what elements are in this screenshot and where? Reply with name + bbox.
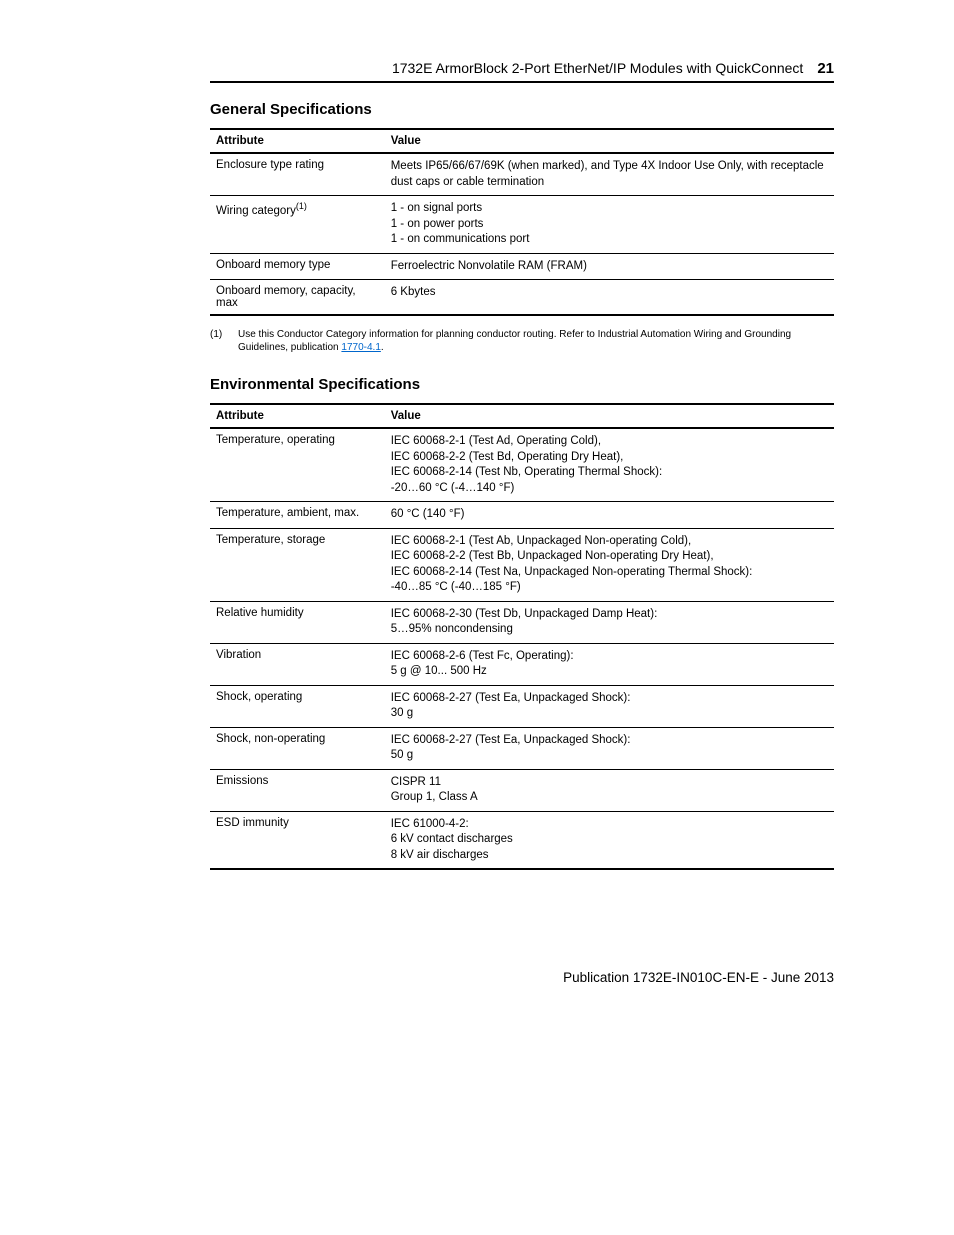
value-line: 6 kV contact discharges: [391, 832, 828, 848]
value-cell: 60 °C (140 °F): [385, 502, 834, 529]
table-row: Temperature, ambient, max. 60 °C (140 °F…: [210, 502, 834, 529]
table-row: Temperature, storage IEC 60068-2-1 (Test…: [210, 528, 834, 601]
footnote-text: Use this Conductor Category information …: [238, 328, 834, 354]
value-line: IEC 60068-2-30 (Test Db, Unpackaged Damp…: [391, 607, 828, 623]
col-header-attribute: Attribute: [210, 404, 385, 428]
value-cell: IEC 61000-4-2: 6 kV contact discharges 8…: [385, 811, 834, 869]
value-line: Meets IP65/66/67/69K (when marked), and …: [391, 159, 828, 190]
value-line: -40…85 °C (-40…185 °F): [391, 580, 828, 596]
table-row: Onboard memory, capacity, max 6 Kbytes: [210, 280, 834, 316]
section-title-general: General Specifications: [210, 101, 834, 118]
table-row: Enclosure type rating Meets IP65/66/67/6…: [210, 153, 834, 196]
table-row: Shock, non-operating IEC 60068-2-27 (Tes…: [210, 727, 834, 769]
value-line: Ferroelectric Nonvolatile RAM (FRAM): [391, 259, 828, 275]
value-cell: IEC 60068-2-27 (Test Ea, Unpackaged Shoc…: [385, 727, 834, 769]
table-header-row: Attribute Value: [210, 404, 834, 428]
value-cell: IEC 60068-2-1 (Test Ab, Unpackaged Non-o…: [385, 528, 834, 601]
header-title: 1732E ArmorBlock 2-Port EtherNet/IP Modu…: [392, 60, 803, 76]
general-spec-table: Attribute Value Enclosure type rating Me…: [210, 128, 834, 316]
footnote-marker-sup: (1): [296, 201, 307, 211]
value-line: IEC 60068-2-1 (Test Ad, Operating Cold),: [391, 434, 828, 450]
footnote-text-before: Use this Conductor Category information …: [238, 329, 791, 353]
table-row: Emissions CISPR 11 Group 1, Class A: [210, 769, 834, 811]
value-line: IEC 60068-2-2 (Test Bb, Unpackaged Non-o…: [391, 549, 828, 565]
value-line: 8 kV air discharges: [391, 848, 828, 864]
value-cell: IEC 60068-2-6 (Test Fc, Operating): 5 g …: [385, 643, 834, 685]
col-header-attribute: Attribute: [210, 129, 385, 153]
col-header-value: Value: [385, 404, 834, 428]
value-line: IEC 61000-4-2:: [391, 817, 828, 833]
environmental-spec-table: Attribute Value Temperature, operating I…: [210, 403, 834, 870]
value-line: 1 - on communications port: [391, 232, 828, 248]
table-row: Onboard memory type Ferroelectric Nonvol…: [210, 253, 834, 280]
value-cell: Meets IP65/66/67/69K (when marked), and …: [385, 153, 834, 196]
value-cell: 1 - on signal ports 1 - on power ports 1…: [385, 196, 834, 254]
attr-cell: Temperature, ambient, max.: [210, 502, 385, 529]
table-row: Shock, operating IEC 60068-2-27 (Test Ea…: [210, 685, 834, 727]
attr-cell: Onboard memory type: [210, 253, 385, 280]
value-cell: 6 Kbytes: [385, 280, 834, 316]
value-cell: Ferroelectric Nonvolatile RAM (FRAM): [385, 253, 834, 280]
value-line: 1 - on signal ports: [391, 201, 828, 217]
value-line: IEC 60068-2-14 (Test Na, Unpackaged Non-…: [391, 565, 828, 581]
attr-text: Enclosure type rating: [216, 159, 324, 171]
attr-cell: Shock, operating: [210, 685, 385, 727]
attr-cell: Temperature, operating: [210, 428, 385, 502]
footnote-text-after: .: [381, 342, 384, 353]
table-header-row: Attribute Value: [210, 129, 834, 153]
value-cell: CISPR 11 Group 1, Class A: [385, 769, 834, 811]
value-line: IEC 60068-2-14 (Test Nb, Operating Therm…: [391, 465, 828, 481]
attr-cell: Vibration: [210, 643, 385, 685]
value-line: CISPR 11: [391, 775, 828, 791]
value-line: 5…95% noncondensing: [391, 622, 828, 638]
table-row: Vibration IEC 60068-2-6 (Test Fc, Operat…: [210, 643, 834, 685]
value-line: 5 g @ 10... 500 Hz: [391, 664, 828, 680]
value-line: Group 1, Class A: [391, 790, 828, 806]
value-line: -20…60 °C (-4…140 °F): [391, 481, 828, 497]
value-line: IEC 60068-2-6 (Test Fc, Operating):: [391, 649, 828, 665]
table-row: Wiring category(1) 1 - on signal ports 1…: [210, 196, 834, 254]
table-row: Relative humidity IEC 60068-2-30 (Test D…: [210, 601, 834, 643]
footnote-marker: (1): [210, 328, 238, 354]
value-cell: IEC 60068-2-30 (Test Db, Unpackaged Damp…: [385, 601, 834, 643]
value-line: 50 g: [391, 748, 828, 764]
value-line: 30 g: [391, 706, 828, 722]
footnote: (1) Use this Conductor Category informat…: [210, 328, 834, 354]
value-line: IEC 60068-2-1 (Test Ab, Unpackaged Non-o…: [391, 534, 828, 550]
value-cell: IEC 60068-2-1 (Test Ad, Operating Cold),…: [385, 428, 834, 502]
publication-line: Publication 1732E-IN010C-EN-E - June 201…: [210, 970, 834, 985]
table-row: Temperature, operating IEC 60068-2-1 (Te…: [210, 428, 834, 502]
value-line: 60 °C (140 °F): [391, 507, 828, 523]
document-page: 1732E ArmorBlock 2-Port EtherNet/IP Modu…: [0, 0, 954, 1025]
attr-cell: Wiring category(1): [210, 196, 385, 254]
attr-cell: Emissions: [210, 769, 385, 811]
footnote-link[interactable]: 1770-4.1: [341, 342, 380, 353]
attr-cell: Relative humidity: [210, 601, 385, 643]
value-cell: IEC 60068-2-27 (Test Ea, Unpackaged Shoc…: [385, 685, 834, 727]
value-line: IEC 60068-2-27 (Test Ea, Unpackaged Shoc…: [391, 691, 828, 707]
attr-cell: Temperature, storage: [210, 528, 385, 601]
value-line: 1 - on power ports: [391, 217, 828, 233]
value-line: IEC 60068-2-27 (Test Ea, Unpackaged Shoc…: [391, 733, 828, 749]
page-number: 21: [817, 60, 834, 77]
attr-cell: Enclosure type rating: [210, 153, 385, 196]
page-header: 1732E ArmorBlock 2-Port EtherNet/IP Modu…: [210, 60, 834, 83]
attr-cell: ESD immunity: [210, 811, 385, 869]
table-row: ESD immunity IEC 61000-4-2: 6 kV contact…: [210, 811, 834, 869]
value-line: 6 Kbytes: [391, 285, 828, 301]
section-title-environmental: Environmental Specifications: [210, 376, 834, 393]
col-header-value: Value: [385, 129, 834, 153]
value-line: IEC 60068-2-2 (Test Bd, Operating Dry He…: [391, 450, 828, 466]
attr-cell: Shock, non-operating: [210, 727, 385, 769]
attr-text: Wiring category: [216, 205, 296, 217]
attr-cell: Onboard memory, capacity, max: [210, 280, 385, 316]
